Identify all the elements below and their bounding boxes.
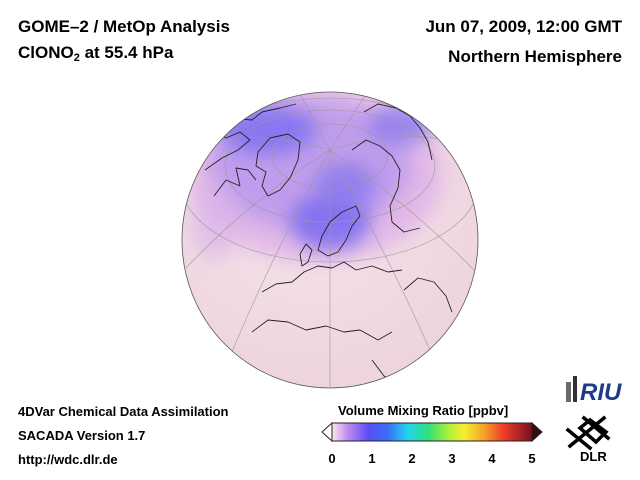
globe-outline: [181, 91, 479, 389]
riu-logo-mark: [573, 376, 577, 402]
riu-logo: RIU: [566, 376, 622, 406]
dlr-mark-stroke: [577, 417, 609, 445]
vmr-maximum-northwest: [220, 106, 316, 154]
colorbar-overflow-arrow: [531, 421, 543, 443]
vmr-region-west: [190, 180, 240, 260]
product-title: GOME–2 / MetOp Analysis: [18, 17, 230, 36]
dlr-logo-mark: [565, 415, 611, 451]
analysis-date: Jun 07, 2009, 12:00 GMT: [425, 17, 622, 36]
colorbar: [321, 421, 543, 443]
hemisphere-globe-map: [181, 91, 479, 389]
riu-logo-mark: [566, 382, 571, 402]
footer-version: SACADA Version 1.7: [18, 428, 146, 443]
colorbar-tick-label: 3: [448, 451, 456, 466]
colorbar-title: Volume Mixing Ratio [ppbv]: [338, 403, 509, 418]
colorbar-tick-label: 4: [488, 451, 496, 466]
longitude-line: [299, 93, 331, 151]
longitude-line: [329, 149, 475, 271]
longitude-line: [329, 149, 431, 351]
scandinavia-coast: [317, 205, 361, 257]
britain-coast: [299, 243, 313, 267]
colorbar-tick-label: 1: [368, 451, 376, 466]
colorbar-tick-label: 5: [528, 451, 536, 466]
footer-url[interactable]: http://wdc.dlr.de: [18, 452, 118, 467]
species-subscript: 2: [73, 52, 80, 64]
colorbar-tick-label: 2: [408, 451, 416, 466]
europe-coast: [261, 261, 403, 293]
longitude-line: [231, 149, 331, 353]
arctic-russia-coast: [363, 103, 433, 161]
pressure-level: at 55.4 hPa: [79, 43, 174, 62]
vmr-maximum-central: [315, 163, 375, 207]
siberia-coast: [351, 139, 421, 233]
species-level-title: ClONO2 at 55.4 hPa: [18, 43, 173, 64]
colorbar-ramp: [331, 422, 533, 442]
graticule: [182, 93, 478, 388]
longitude-line: [185, 149, 331, 269]
species-name: ClONO: [18, 43, 74, 62]
longitude-line: [329, 93, 367, 151]
riu-logo-text: RIU: [580, 379, 622, 406]
hemisphere-label: Northern Hemisphere: [448, 47, 622, 66]
greenland-coast: [255, 133, 301, 197]
colorbar-underflow-arrow: [321, 421, 333, 443]
footer-method: 4DVar Chemical Data Assimilation: [18, 404, 229, 419]
dlr-logo-text: DLR: [580, 449, 607, 464]
asia-coast: [403, 277, 453, 313]
dlr-mark-stroke: [565, 427, 593, 451]
colorbar-tick-label: 0: [328, 451, 336, 466]
alaska-coast: [213, 167, 257, 197]
north-africa-coast: [251, 319, 393, 341]
